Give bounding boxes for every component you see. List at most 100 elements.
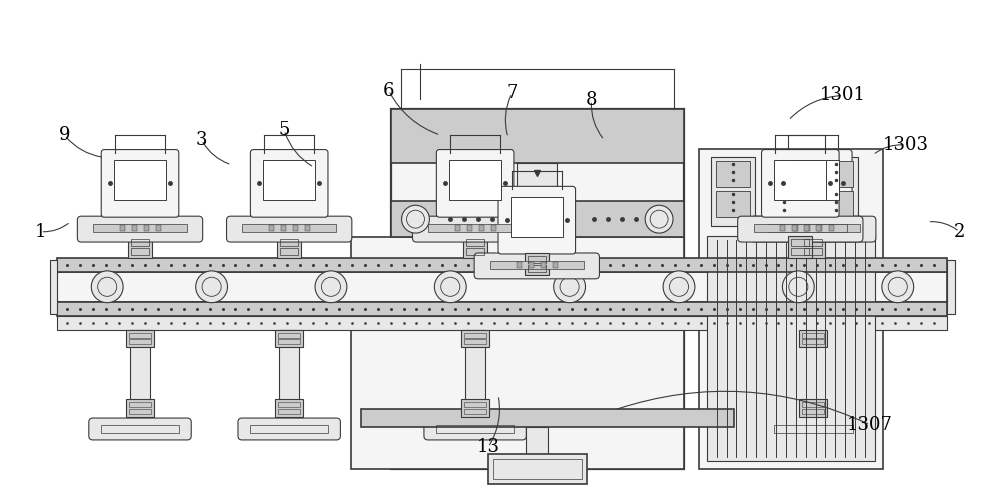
- Polygon shape: [525, 253, 549, 275]
- Text: 3: 3: [196, 131, 207, 149]
- Circle shape: [782, 271, 814, 303]
- FancyBboxPatch shape: [227, 216, 352, 242]
- Polygon shape: [517, 262, 522, 268]
- FancyBboxPatch shape: [738, 216, 863, 242]
- Polygon shape: [449, 160, 501, 200]
- Polygon shape: [275, 399, 303, 417]
- Text: 8: 8: [586, 92, 597, 110]
- Circle shape: [882, 271, 914, 303]
- Polygon shape: [144, 225, 149, 231]
- Polygon shape: [707, 236, 875, 461]
- Circle shape: [663, 271, 695, 303]
- Polygon shape: [114, 160, 166, 200]
- Polygon shape: [463, 236, 487, 258]
- Polygon shape: [511, 197, 563, 237]
- Polygon shape: [801, 236, 825, 258]
- Polygon shape: [817, 225, 822, 231]
- FancyBboxPatch shape: [436, 149, 514, 217]
- Polygon shape: [767, 224, 860, 232]
- Polygon shape: [128, 236, 152, 258]
- Polygon shape: [819, 161, 853, 187]
- Polygon shape: [819, 191, 853, 217]
- Polygon shape: [275, 330, 303, 348]
- Polygon shape: [461, 399, 489, 417]
- Polygon shape: [774, 160, 826, 200]
- Polygon shape: [126, 330, 154, 348]
- Polygon shape: [829, 225, 834, 231]
- Polygon shape: [793, 225, 798, 231]
- Polygon shape: [767, 191, 801, 217]
- Circle shape: [645, 205, 673, 233]
- FancyBboxPatch shape: [751, 216, 876, 242]
- Polygon shape: [767, 161, 801, 187]
- Polygon shape: [788, 236, 812, 258]
- Polygon shape: [490, 261, 584, 269]
- Polygon shape: [305, 225, 310, 231]
- Polygon shape: [754, 224, 847, 232]
- Polygon shape: [391, 109, 684, 163]
- Circle shape: [434, 271, 466, 303]
- Polygon shape: [50, 260, 57, 314]
- Polygon shape: [351, 237, 684, 469]
- Polygon shape: [277, 236, 301, 258]
- Polygon shape: [293, 225, 298, 231]
- Polygon shape: [479, 225, 484, 231]
- Polygon shape: [529, 262, 534, 268]
- FancyBboxPatch shape: [412, 216, 538, 242]
- Polygon shape: [132, 225, 137, 231]
- Polygon shape: [126, 399, 154, 417]
- Polygon shape: [57, 316, 947, 330]
- Text: 1307: 1307: [847, 416, 893, 434]
- Polygon shape: [455, 225, 460, 231]
- Circle shape: [196, 271, 228, 303]
- FancyBboxPatch shape: [474, 253, 599, 279]
- Polygon shape: [805, 225, 810, 231]
- Text: 1301: 1301: [820, 87, 866, 105]
- FancyBboxPatch shape: [762, 149, 839, 217]
- Polygon shape: [787, 160, 839, 200]
- Polygon shape: [281, 225, 286, 231]
- Polygon shape: [57, 302, 947, 316]
- Text: 1: 1: [35, 223, 46, 241]
- FancyBboxPatch shape: [498, 186, 576, 254]
- Circle shape: [315, 271, 347, 303]
- Polygon shape: [816, 225, 821, 231]
- Polygon shape: [242, 224, 336, 232]
- Polygon shape: [699, 148, 883, 469]
- Polygon shape: [120, 225, 125, 231]
- Polygon shape: [57, 272, 947, 302]
- FancyBboxPatch shape: [238, 418, 340, 440]
- Circle shape: [554, 271, 586, 303]
- Polygon shape: [361, 409, 734, 427]
- Polygon shape: [130, 330, 150, 417]
- Text: 5: 5: [279, 121, 290, 139]
- FancyBboxPatch shape: [424, 418, 526, 440]
- Text: 2: 2: [954, 223, 965, 241]
- Polygon shape: [553, 262, 558, 268]
- Circle shape: [402, 205, 429, 233]
- Polygon shape: [491, 225, 496, 231]
- FancyBboxPatch shape: [101, 149, 179, 217]
- Text: 9: 9: [59, 126, 70, 144]
- FancyBboxPatch shape: [89, 418, 191, 440]
- Polygon shape: [269, 225, 274, 231]
- Polygon shape: [156, 225, 161, 231]
- Polygon shape: [428, 224, 522, 232]
- Polygon shape: [792, 225, 797, 231]
- Polygon shape: [799, 330, 827, 348]
- Polygon shape: [799, 399, 827, 417]
- Polygon shape: [391, 201, 684, 237]
- Polygon shape: [488, 454, 587, 484]
- Polygon shape: [467, 225, 472, 231]
- Polygon shape: [57, 258, 947, 272]
- Text: 13: 13: [477, 438, 500, 456]
- Polygon shape: [279, 330, 299, 417]
- Text: 7: 7: [506, 84, 518, 102]
- Text: 1303: 1303: [883, 136, 929, 154]
- Polygon shape: [461, 330, 489, 348]
- Polygon shape: [716, 161, 750, 187]
- Polygon shape: [780, 225, 785, 231]
- Polygon shape: [947, 260, 955, 314]
- Polygon shape: [465, 330, 485, 417]
- FancyBboxPatch shape: [774, 149, 852, 217]
